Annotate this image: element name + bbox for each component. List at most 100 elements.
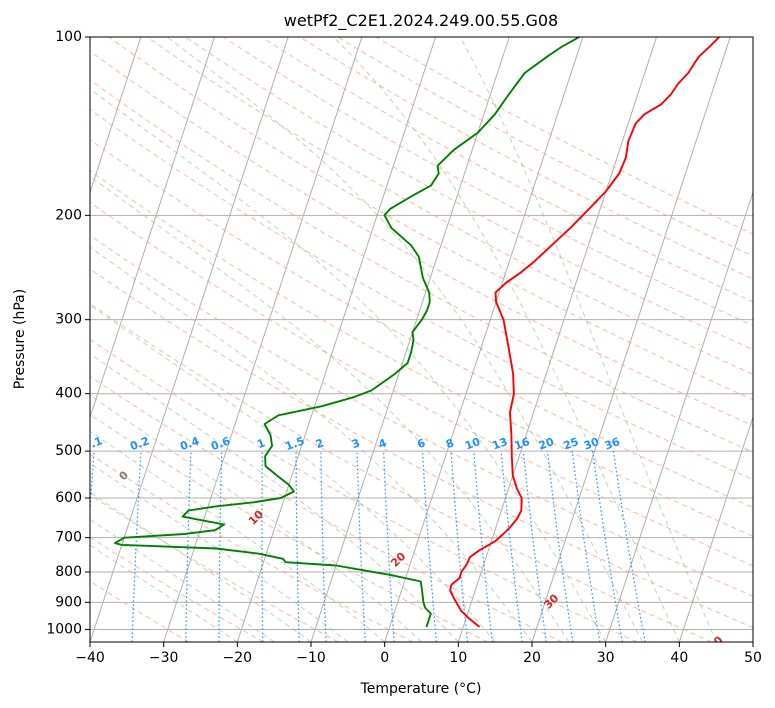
dry-adiabat-line: [90, 338, 638, 642]
mixing-ratio-label: 25: [562, 435, 581, 452]
moist-adiabat-line: [90, 175, 570, 642]
mixing-ratio-line: [383, 451, 395, 642]
dry-adiabat-line: [90, 453, 414, 642]
moist-adiabat-line: [90, 88, 607, 642]
y-tick-label: 600: [55, 490, 82, 506]
dry-adiabat-line: [90, 494, 339, 642]
dry-adiabat-line: [90, 303, 712, 642]
dry-adiabat-line: [184, 37, 753, 351]
moist-adiabat-line: [90, 394, 422, 642]
dry-adiabat-line: [260, 37, 753, 303]
isotherm-line: [90, 37, 216, 419]
mixing-ratio-line: [546, 451, 574, 642]
moist-adiabat-line: [90, 246, 533, 642]
mixing-ratio-line: [571, 451, 601, 642]
mixing-ratio-line: [320, 451, 327, 642]
plot-area: 0.10.20.40.611.52346810131620253036-100-…: [0, 37, 753, 653]
mixing-ratio-line: [131, 451, 142, 642]
mixing-ratio-label: 0.1: [81, 434, 104, 453]
dry-adiabat-line: [90, 201, 753, 567]
mixing-ratio-label: 6: [416, 436, 428, 451]
chart-title: wetPf2_C2E1.2024.249.00.55.G08: [284, 11, 558, 31]
mixing-ratio-label: 20: [537, 435, 556, 453]
isotherm-line: [752, 640, 753, 642]
dry-adiabat-label: 40: [706, 633, 726, 653]
mixing-ratio-label: 4: [377, 436, 389, 451]
moist-adiabat-line: [90, 430, 386, 642]
mixing-ratio-label: 2: [314, 436, 326, 451]
dry-adiabat-line: [375, 37, 753, 235]
isotherm-line: [678, 415, 753, 642]
dry-adiabat-line: [90, 268, 753, 629]
mixing-ratio-line: [295, 451, 300, 642]
isotherm-line: [384, 37, 584, 642]
dry-adiabat-line: [90, 79, 753, 453]
plot-frame: [89, 36, 754, 643]
isotherm-line: [163, 37, 363, 642]
y-tick-label: 900: [55, 594, 82, 610]
dry-adiabat-line: [90, 108, 753, 481]
mixing-ratio-label: 13: [491, 435, 510, 452]
mixing-ratio-label: 30: [582, 435, 601, 453]
x-tick-label: 30: [597, 650, 615, 666]
mixing-ratio-line: [592, 451, 623, 642]
x-tick-label: 50: [744, 650, 762, 666]
moist-adiabat-line: [166, 37, 643, 642]
mixing-ratio-label: 8: [444, 436, 456, 451]
dry-adiabat-label: 20: [388, 549, 408, 569]
x-tick-label: −40: [75, 650, 105, 666]
mixing-ratio-label: 16: [513, 435, 532, 453]
mixing-ratio-line: [500, 451, 523, 642]
isotherm-line: [90, 37, 142, 194]
mixing-ratio-line: [261, 451, 264, 642]
y-tick-label: 500: [55, 443, 82, 459]
mixing-ratio-label: 0.6: [209, 434, 232, 453]
dry-adiabat-line: [90, 375, 563, 642]
dry-adiabat-label: 10: [246, 508, 266, 528]
x-tick-label: 20: [523, 650, 541, 666]
y-tick-label: 400: [55, 386, 82, 402]
x-tick-label: 10: [449, 650, 467, 666]
mixing-ratio-label: 1: [255, 436, 267, 451]
dry-adiabat-line: [222, 37, 753, 327]
y-tick-label: 700: [55, 530, 82, 546]
mixing-ratio-line: [450, 451, 469, 642]
moist-adiabat-line: [90, 544, 238, 642]
temperature-profile-line: [449, 37, 720, 628]
y-tick-label: 800: [55, 564, 82, 580]
moist-adiabat-line: [90, 491, 312, 642]
dry-adiabat-line: [298, 37, 753, 280]
dry-adiabat-label: 0: [116, 468, 131, 483]
x-tick-label: 0: [380, 650, 389, 666]
y-tick-label: 1000: [46, 621, 82, 637]
x-tick-label: −10: [296, 650, 326, 666]
moist-adiabat-line: [90, 353, 459, 642]
dry-adiabat-line: [90, 170, 753, 537]
y-tick-label: 100: [55, 29, 82, 45]
dry-adiabat-label: -10: [0, 422, 13, 445]
dry-adiabat-line: [90, 580, 190, 642]
x-tick-label: −30: [149, 650, 179, 666]
mixing-ratio-line: [522, 451, 547, 642]
isotherm-line: [90, 37, 289, 642]
mixing-ratio-label: 36: [603, 435, 622, 453]
mixing-ratio-line: [218, 451, 223, 642]
x-tick-label: 40: [670, 650, 688, 666]
mixing-ratio-label: 0.2: [128, 434, 151, 453]
isotherm-line: [0, 37, 67, 642]
isotherm-line: [605, 190, 753, 642]
dry-adiabat-line: [90, 413, 488, 642]
y-tick-label: 300: [55, 312, 82, 328]
moist-adiabat-line: [90, 304, 496, 642]
dry-adiabat-line: [90, 234, 753, 597]
mixing-ratio-label: 10: [463, 435, 482, 453]
moist-adiabat-line: [90, 518, 275, 642]
x-tick-label: −20: [223, 650, 253, 666]
isotherm-line: [236, 37, 437, 642]
dry-adiabat-line: [336, 37, 753, 257]
x-axis: −40 −30 −20 −10 0 10 20 30 40 50: [75, 642, 762, 666]
isotherm-line: [457, 37, 658, 642]
isotherm-line: [531, 37, 731, 642]
moist-adiabat-line: [459, 37, 717, 642]
